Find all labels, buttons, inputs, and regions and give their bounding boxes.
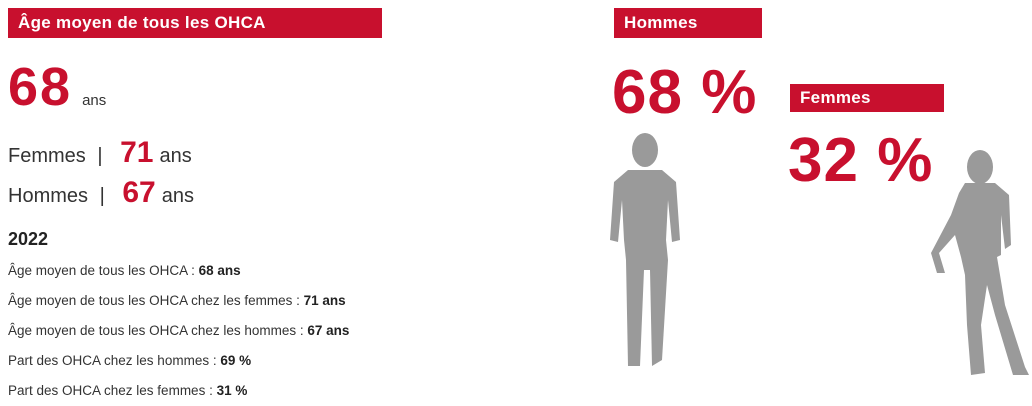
fact-label: Part des OHCA chez les hommes : [8, 353, 217, 368]
separator: | [100, 185, 105, 207]
fact: Âge moyen de tous les OHCA : 68 ans [8, 256, 349, 286]
age-value: 71 [120, 136, 153, 169]
fact: Part des OHCA chez les femmes : 31 % [8, 376, 349, 406]
fact: Part des OHCA chez les hommes : 69 % [8, 346, 349, 376]
men-share: 68 % [612, 62, 757, 124]
sex-label: Hommes [8, 185, 88, 207]
sex-label: Femmes [8, 145, 86, 167]
men-age: Hommes | 67 ans [8, 176, 194, 210]
fact-label: Âge moyen de tous les OHCA : [8, 263, 195, 278]
fact-label: Part des OHCA chez les femmes : [8, 383, 213, 398]
fact-value: 71 ans [304, 293, 346, 308]
women-label: Femmes [790, 84, 944, 112]
average-age: 68 ans [8, 60, 106, 114]
age-unit: ans [160, 145, 192, 167]
average-unit: ans [82, 92, 106, 109]
age-value: 67 [122, 176, 155, 209]
average-value: 68 [8, 57, 72, 117]
section-title: Âge moyen de tous les OHCA [8, 8, 382, 38]
fact-label: Âge moyen de tous les OHCA chez les femm… [8, 293, 300, 308]
women-age: Femmes | 71 ans [8, 136, 192, 170]
page: Âge moyen de tous les OHCA 68 ans Femmes … [0, 0, 1032, 400]
fact-value: 69 % [220, 353, 251, 368]
fact-label: Âge moyen de tous les OHCA chez les homm… [8, 323, 304, 338]
fact-value: 68 ans [199, 263, 241, 278]
fact-value: 31 % [217, 383, 248, 398]
separator: | [97, 145, 102, 167]
men-label: Hommes [614, 8, 762, 38]
woman-silhouette [925, 145, 1032, 377]
fact: Âge moyen de tous les OHCA chez les homm… [8, 316, 349, 346]
man-silhouette [600, 130, 690, 375]
women-share: 32 % [788, 130, 933, 192]
fact-value: 67 ans [307, 323, 349, 338]
fact: Âge moyen de tous les OHCA chez les femm… [8, 286, 349, 316]
year: 2022 [8, 229, 48, 250]
age-unit: ans [162, 185, 194, 207]
